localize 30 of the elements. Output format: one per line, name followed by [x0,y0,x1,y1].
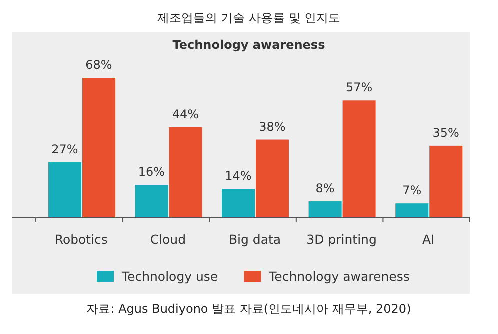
text: 자료: Agus Budiyono 발표 자료(인도네시아 재무부, 2020) [86,302,412,316]
bar [308,202,342,218]
data-label: 14% [225,169,252,184]
legend-label: Technology awareness [268,269,410,284]
bar [222,189,255,218]
data-label: 7% [402,184,422,198]
data-label: 16% [138,165,166,180]
bar [169,127,202,218]
legend-label: Technology use [121,269,218,284]
x-tick-label: Cloud [150,232,186,247]
x-tick-label: AI [422,232,435,247]
chart-title: 제조업들의 기술 사용률 및 인지도 [157,11,341,25]
bar [396,204,429,218]
x-tick-label: Robotics [54,232,108,247]
bar [48,162,82,218]
data-label: 44% [172,107,200,122]
data-label: 57% [346,80,373,95]
data-label: 38% [259,120,286,134]
x-tick-label: 3D printing [306,232,377,247]
bar [430,146,463,218]
data-label: 35% [432,126,460,140]
x-tick-label: Big data [228,232,282,247]
data-label: 27% [52,142,78,156]
chart-subtitle: Technology awareness [172,38,326,52]
bar [256,140,289,218]
bar [342,100,376,218]
bar [82,78,116,218]
data-label: 8% [316,182,335,196]
bar [135,185,168,218]
data-label: 68% [86,58,112,72]
